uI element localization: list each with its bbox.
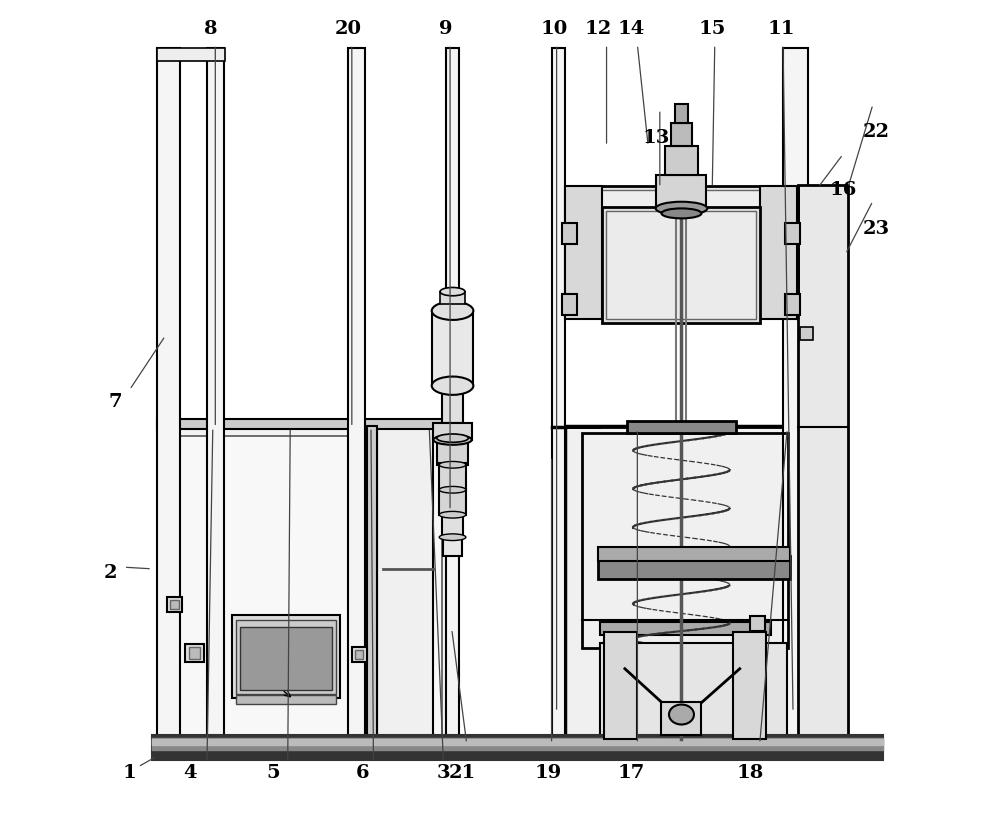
Bar bbox=[232, 614, 340, 698]
Bar bbox=[582, 433, 788, 648]
Bar bbox=[785, 224, 800, 244]
Ellipse shape bbox=[669, 705, 694, 725]
Bar bbox=[437, 438, 468, 465]
Bar bbox=[432, 311, 473, 385]
Text: 8: 8 bbox=[204, 20, 217, 39]
Text: 15: 15 bbox=[699, 20, 726, 39]
Bar bbox=[785, 294, 800, 315]
Text: 20: 20 bbox=[335, 20, 362, 39]
Bar bbox=[157, 48, 180, 738]
Ellipse shape bbox=[432, 376, 473, 395]
Ellipse shape bbox=[661, 209, 701, 219]
Text: 13: 13 bbox=[643, 129, 670, 147]
Bar bbox=[600, 622, 771, 635]
Bar bbox=[798, 185, 848, 738]
Bar bbox=[627, 422, 736, 433]
Ellipse shape bbox=[439, 511, 466, 518]
Bar bbox=[760, 186, 797, 319]
Bar bbox=[167, 436, 442, 735]
Bar bbox=[207, 48, 224, 738]
Text: 23: 23 bbox=[863, 220, 890, 238]
Text: 19: 19 bbox=[535, 763, 562, 782]
Bar bbox=[377, 427, 433, 738]
Ellipse shape bbox=[439, 462, 466, 468]
Bar bbox=[152, 737, 883, 750]
Text: 1: 1 bbox=[123, 763, 136, 782]
Text: 5: 5 bbox=[267, 763, 280, 782]
Bar bbox=[656, 175, 706, 207]
Bar bbox=[185, 644, 204, 662]
Bar bbox=[565, 427, 808, 738]
Bar bbox=[152, 738, 883, 745]
Bar bbox=[750, 616, 765, 631]
Ellipse shape bbox=[656, 202, 707, 215]
Bar bbox=[671, 122, 692, 146]
Text: 10: 10 bbox=[540, 20, 568, 39]
Bar bbox=[565, 186, 798, 294]
Bar bbox=[602, 207, 760, 323]
Bar bbox=[598, 556, 790, 579]
Bar bbox=[439, 489, 466, 515]
Bar bbox=[442, 383, 463, 423]
Ellipse shape bbox=[439, 534, 466, 541]
Bar bbox=[439, 463, 466, 489]
Bar bbox=[240, 627, 332, 690]
Ellipse shape bbox=[439, 486, 466, 493]
Text: 18: 18 bbox=[736, 763, 763, 782]
Text: 12: 12 bbox=[585, 20, 612, 39]
Bar bbox=[661, 702, 701, 735]
Bar bbox=[348, 48, 365, 738]
Text: 6: 6 bbox=[356, 763, 369, 782]
Bar bbox=[157, 419, 453, 429]
Bar bbox=[562, 294, 577, 315]
Bar bbox=[800, 327, 813, 340]
Bar bbox=[446, 48, 459, 738]
Text: 21: 21 bbox=[449, 763, 476, 782]
Bar bbox=[675, 105, 688, 122]
Ellipse shape bbox=[432, 302, 473, 320]
Bar bbox=[157, 48, 225, 61]
Ellipse shape bbox=[440, 287, 465, 296]
Bar bbox=[170, 601, 179, 608]
Bar bbox=[598, 547, 790, 561]
Bar bbox=[152, 735, 883, 760]
Bar bbox=[440, 292, 465, 304]
Bar bbox=[352, 647, 367, 662]
Bar bbox=[433, 423, 472, 440]
Bar bbox=[600, 643, 787, 738]
Bar bbox=[442, 514, 463, 537]
Text: 17: 17 bbox=[618, 763, 645, 782]
Bar bbox=[236, 696, 336, 704]
Bar bbox=[552, 48, 565, 738]
Ellipse shape bbox=[433, 435, 472, 445]
Bar bbox=[665, 146, 698, 175]
Text: 7: 7 bbox=[109, 393, 122, 411]
Bar bbox=[569, 190, 794, 290]
Text: 22: 22 bbox=[863, 123, 890, 141]
Ellipse shape bbox=[437, 434, 468, 442]
Text: 16: 16 bbox=[829, 181, 857, 199]
Bar bbox=[189, 647, 200, 659]
Text: 11: 11 bbox=[768, 20, 795, 39]
Bar bbox=[236, 620, 336, 694]
Bar bbox=[604, 632, 637, 738]
Bar bbox=[157, 427, 453, 738]
Bar bbox=[443, 535, 462, 556]
Bar bbox=[733, 632, 766, 738]
Text: 14: 14 bbox=[618, 20, 645, 39]
Text: 3: 3 bbox=[437, 763, 450, 782]
Bar bbox=[783, 48, 808, 738]
Text: 2: 2 bbox=[104, 564, 117, 582]
Text: 4: 4 bbox=[184, 763, 197, 782]
Bar bbox=[562, 224, 577, 244]
Bar bbox=[355, 650, 363, 659]
Bar bbox=[565, 186, 602, 319]
Bar bbox=[367, 427, 377, 738]
Text: 9: 9 bbox=[439, 20, 453, 39]
Bar bbox=[167, 597, 182, 612]
Bar bbox=[606, 211, 756, 319]
